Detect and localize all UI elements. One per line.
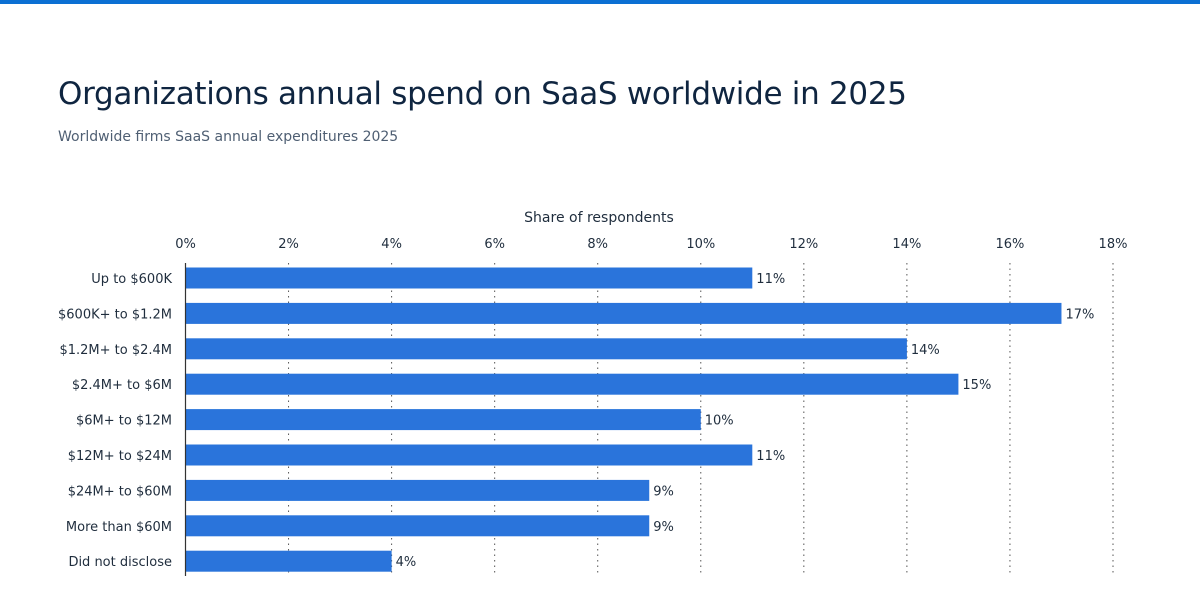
category-label: Did not disclose	[68, 555, 172, 570]
data-label: 14%	[911, 343, 940, 358]
category-label: $600K+ to $1.2M	[58, 307, 172, 322]
data-label: 15%	[962, 378, 991, 393]
x-tick-label: 6%	[484, 237, 505, 252]
bar	[185, 409, 701, 431]
bar	[185, 338, 907, 360]
category-label: More than $60M	[66, 520, 172, 535]
category-label: $6M+ to $12M	[76, 414, 172, 429]
data-label: 11%	[756, 449, 785, 464]
category-label: $12M+ to $24M	[68, 449, 172, 464]
bar	[185, 302, 1062, 324]
x-tick-label: 10%	[686, 237, 715, 252]
data-label: 10%	[705, 414, 734, 429]
category-label: $24M+ to $60M	[68, 484, 172, 499]
x-tick-label: 2%	[278, 237, 299, 252]
category-label: Up to $600K	[91, 272, 172, 287]
data-label: 11%	[756, 272, 785, 287]
data-label: 17%	[1065, 307, 1094, 322]
x-axis-label: Share of respondents	[524, 210, 674, 226]
bar	[185, 479, 650, 501]
bar	[185, 444, 753, 466]
bar	[185, 373, 959, 395]
bar	[185, 515, 650, 537]
data-label: 9%	[653, 520, 674, 535]
x-tick-label: 18%	[1099, 237, 1128, 252]
bar	[185, 267, 753, 289]
x-tick-label: 14%	[892, 237, 921, 252]
x-tick-label: 4%	[381, 237, 402, 252]
data-label: 4%	[396, 555, 417, 570]
category-label: $1.2M+ to $2.4M	[59, 343, 172, 358]
x-tick-label: 0%	[175, 237, 196, 252]
x-tick-label: 12%	[789, 237, 818, 252]
x-tick-label: 16%	[995, 237, 1024, 252]
chart-subtitle: Worldwide firms SaaS annual expenditures…	[58, 129, 399, 145]
x-tick-label: 8%	[587, 237, 608, 252]
bar	[185, 550, 392, 572]
top-accent-bar	[0, 0, 1200, 4]
data-label: 9%	[653, 484, 674, 499]
chart-title: Organizations annual spend on SaaS world…	[58, 76, 907, 112]
category-label: $2.4M+ to $6M	[72, 378, 172, 393]
